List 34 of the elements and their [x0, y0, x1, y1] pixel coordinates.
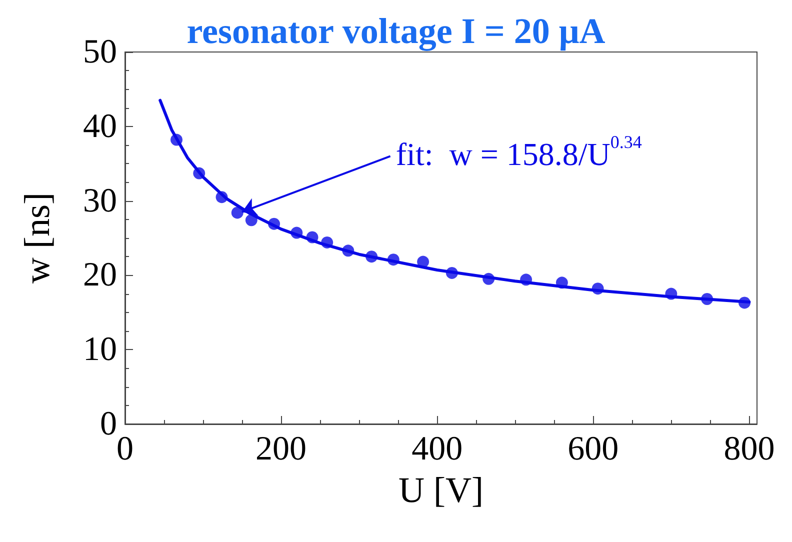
- y-tick-label: 30: [83, 182, 117, 220]
- y-tick-label: 10: [83, 331, 117, 368]
- point: [665, 288, 678, 300]
- point: [216, 191, 228, 204]
- point: [446, 266, 458, 279]
- point: [245, 214, 258, 226]
- point: [306, 231, 318, 244]
- y-tick-label: 0: [100, 406, 117, 442]
- point: [342, 244, 354, 257]
- x-tick-label: 200: [256, 430, 307, 468]
- point: [193, 167, 206, 180]
- point: [170, 134, 182, 146]
- x-tick-label: 800: [724, 430, 775, 468]
- point: [290, 226, 303, 239]
- chart-title: resonator voltage I = 20 μA: [186, 11, 606, 51]
- point: [268, 218, 280, 230]
- point: [556, 276, 568, 289]
- x-tick-label: 600: [568, 430, 619, 468]
- x-tick-label: 400: [412, 430, 463, 468]
- x-axis-title: U [V]: [398, 470, 484, 510]
- y-axis-title: w [ns]: [17, 192, 57, 284]
- y-tick-label: 20: [83, 256, 117, 294]
- point: [417, 256, 430, 268]
- point: [387, 254, 400, 266]
- point: [366, 250, 378, 263]
- point: [701, 293, 714, 306]
- point: [520, 274, 532, 286]
- point: [482, 272, 495, 285]
- point: [321, 236, 334, 248]
- point: [231, 206, 244, 219]
- point: [592, 282, 604, 295]
- point: [738, 296, 751, 309]
- y-tick-label: 50: [83, 34, 117, 70]
- y-tick-label: 40: [83, 108, 117, 145]
